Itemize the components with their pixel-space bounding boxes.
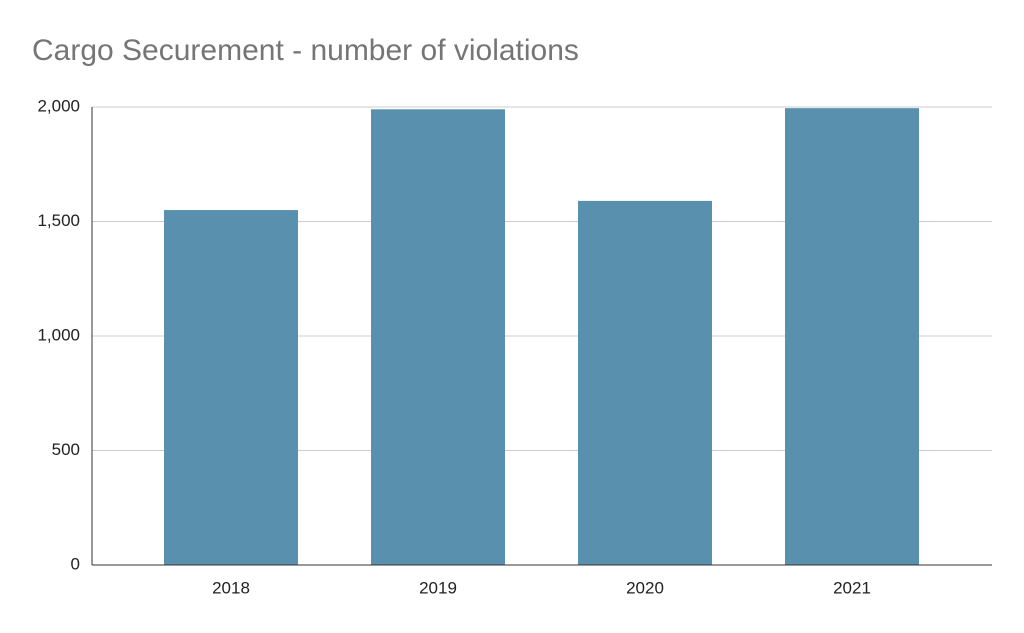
x-tick-label: 2019: [419, 578, 457, 597]
y-tick-label: 1,500: [37, 211, 80, 230]
y-tick-label: 2,000: [37, 96, 80, 115]
x-tick-label: 2020: [626, 578, 664, 597]
chart-title: Cargo Securement - number of violations: [32, 34, 579, 67]
bar: [164, 210, 298, 566]
bar: [785, 108, 919, 566]
y-tick-label: 1,000: [37, 325, 80, 344]
bar: [371, 109, 505, 565]
bar: [578, 200, 712, 565]
x-tick-label: 2018: [212, 578, 250, 597]
y-tick-label: 500: [52, 440, 80, 459]
y-tick-label: 0: [71, 554, 80, 573]
x-tick-label: 2021: [833, 578, 871, 597]
